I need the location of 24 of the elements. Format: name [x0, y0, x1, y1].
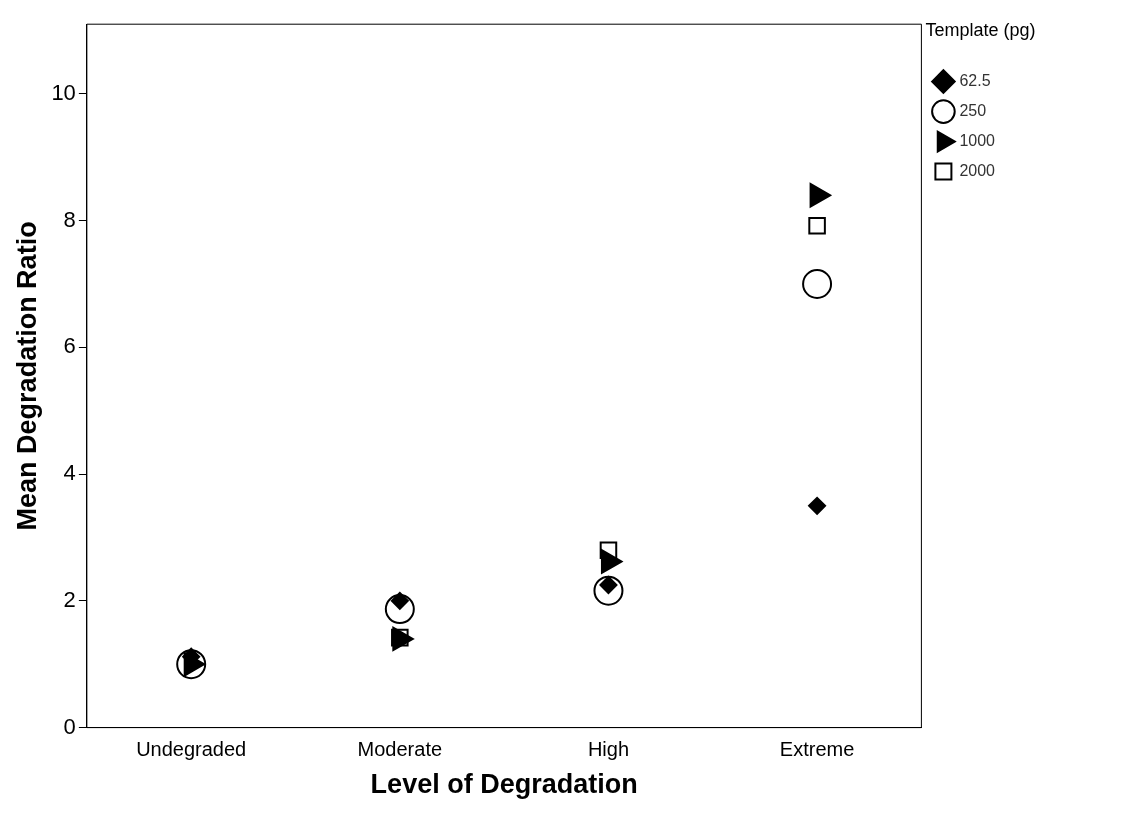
x-axis-title: Level of Degradation — [370, 769, 638, 800]
x-tick-label: High — [587, 738, 630, 761]
legend-label: 250 — [959, 102, 987, 120]
x-tick-label: Extreme — [779, 738, 855, 761]
legend-label: 1000 — [959, 132, 996, 150]
x-tick-label: Moderate — [357, 738, 443, 761]
point — [802, 269, 833, 300]
point — [176, 649, 207, 680]
point — [593, 575, 624, 606]
y-tick-label: 4 — [63, 460, 76, 486]
y-tick-label: 2 — [63, 586, 76, 612]
legend-label: 62.5 — [959, 72, 991, 90]
y-tick-label: 0 — [63, 713, 76, 739]
point — [808, 496, 827, 515]
point — [384, 594, 415, 625]
legend-title: Template (pg) — [925, 19, 1036, 40]
point — [808, 216, 826, 235]
legend-label: 2000 — [959, 162, 996, 180]
y-tick-label: 10 — [51, 79, 76, 105]
point — [599, 541, 618, 559]
y-tick-label: 8 — [63, 206, 76, 232]
x-tick-label: Undegraded — [136, 738, 247, 761]
y-tick-label: 6 — [63, 333, 76, 359]
y-axis-title: Mean Degradation Ratio — [11, 221, 42, 531]
